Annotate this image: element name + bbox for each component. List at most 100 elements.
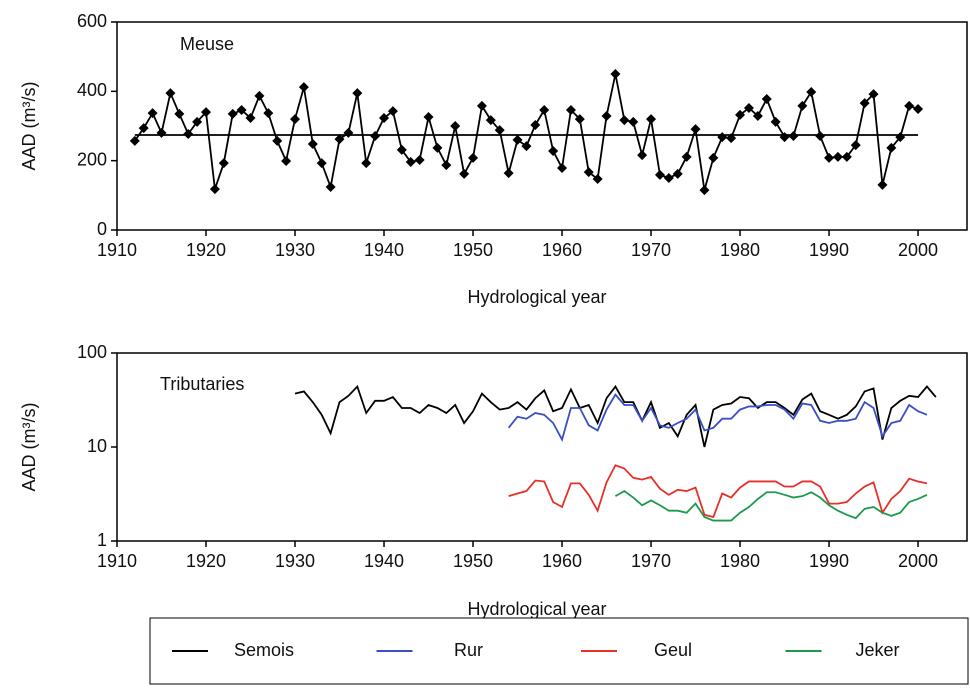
series-line xyxy=(294,384,937,448)
data-point xyxy=(904,100,915,111)
series-line xyxy=(134,73,919,191)
data-point xyxy=(138,123,149,134)
x-tick-label: 1910 xyxy=(97,240,137,260)
data-point xyxy=(485,115,496,126)
x-tick-label: 1980 xyxy=(720,551,760,571)
x-tick-label: 1920 xyxy=(186,240,226,260)
data-point xyxy=(699,185,710,196)
legend-label: Geul xyxy=(654,640,692,660)
x-tick-label: 1930 xyxy=(275,551,315,571)
data-point xyxy=(468,152,479,163)
x-tick-label: 1980 xyxy=(720,240,760,260)
data-point xyxy=(298,82,309,93)
data-point xyxy=(459,168,470,179)
data-point xyxy=(476,100,487,111)
y-tick-label: 1 xyxy=(97,530,107,550)
data-point xyxy=(156,127,167,138)
data-point xyxy=(165,88,176,99)
annotation: Meuse xyxy=(180,34,234,54)
data-point xyxy=(779,132,790,143)
data-point xyxy=(414,154,425,165)
data-point xyxy=(263,108,274,119)
data-point xyxy=(770,116,781,127)
data-point xyxy=(441,160,452,171)
y-tick-label: 600 xyxy=(77,11,107,31)
data-point xyxy=(494,125,505,136)
data-point xyxy=(218,158,229,169)
y-tick-label: 10 xyxy=(87,436,107,456)
y-tick-label: 200 xyxy=(77,149,107,169)
legend-label: Jeker xyxy=(855,640,899,660)
data-point xyxy=(129,135,140,146)
data-point xyxy=(557,162,568,173)
data-point xyxy=(245,113,256,124)
data-point xyxy=(592,174,603,185)
data-point xyxy=(646,114,657,125)
x-tick-label: 2000 xyxy=(898,240,938,260)
data-point xyxy=(307,139,318,150)
data-point xyxy=(290,114,301,125)
data-point xyxy=(824,152,835,163)
legend-box xyxy=(149,617,969,685)
data-point xyxy=(352,88,363,99)
data-point xyxy=(761,93,772,104)
data-point xyxy=(574,114,585,125)
data-point xyxy=(832,151,843,162)
data-point xyxy=(565,105,576,116)
data-point xyxy=(432,142,443,153)
data-point xyxy=(610,69,621,79)
x-tick-label: 1940 xyxy=(364,551,404,571)
y-axis-label: AAD (m³/s) xyxy=(19,82,39,171)
data-point xyxy=(886,142,897,153)
x-axis-label: Hydrological year xyxy=(467,599,606,619)
data-point xyxy=(174,108,185,119)
data-point xyxy=(272,135,283,146)
x-axis-label: Hydrological year xyxy=(467,287,606,307)
data-point xyxy=(325,182,336,193)
data-point xyxy=(690,124,701,135)
legend-label: Semois xyxy=(234,640,294,660)
x-tick-label: 1920 xyxy=(186,551,226,571)
data-point xyxy=(859,98,870,109)
data-point xyxy=(752,110,763,121)
x-tick-label: 1930 xyxy=(275,240,315,260)
x-tick-label: 1960 xyxy=(542,240,582,260)
y-tick-label: 100 xyxy=(77,342,107,362)
plot-frame xyxy=(116,352,968,542)
x-tick-label: 1950 xyxy=(453,240,493,260)
data-point xyxy=(316,158,327,169)
data-point xyxy=(379,113,390,124)
data-point xyxy=(530,119,541,130)
data-point xyxy=(913,104,924,115)
data-point xyxy=(788,131,799,142)
data-point xyxy=(717,132,728,143)
data-point xyxy=(619,115,630,126)
data-point xyxy=(396,144,407,155)
data-point xyxy=(387,106,398,117)
data-point xyxy=(209,184,220,195)
x-tick-label: 1950 xyxy=(453,551,493,571)
data-point xyxy=(735,109,746,120)
data-point xyxy=(797,100,808,111)
series-line xyxy=(614,489,928,522)
data-point xyxy=(361,158,372,169)
x-tick-label: 1990 xyxy=(809,551,849,571)
data-point xyxy=(236,105,247,116)
y-axis-label: AAD (m³/s) xyxy=(19,403,39,492)
x-tick-label: 1990 xyxy=(809,240,849,260)
series-line xyxy=(507,393,928,442)
data-point xyxy=(663,173,674,183)
data-point xyxy=(183,128,194,139)
x-tick-label: 1910 xyxy=(97,551,137,571)
data-point xyxy=(147,108,158,119)
data-point xyxy=(512,134,523,145)
data-point xyxy=(877,179,888,190)
plot-frame xyxy=(116,21,968,231)
data-point xyxy=(841,151,852,162)
data-point xyxy=(583,167,594,178)
data-point xyxy=(521,141,532,152)
data-point xyxy=(743,102,754,113)
data-point xyxy=(539,105,550,116)
data-point xyxy=(254,90,265,101)
